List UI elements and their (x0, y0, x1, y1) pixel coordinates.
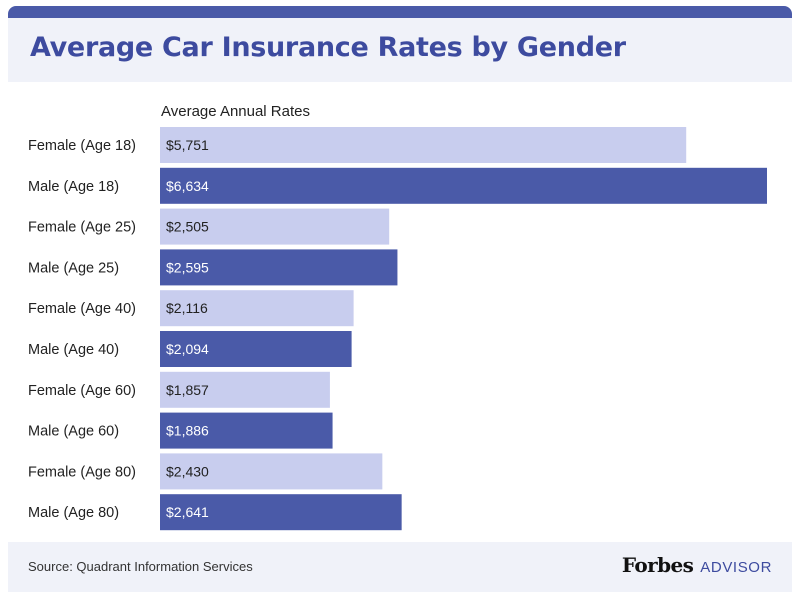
source-note: Source: Quadrant Information Services (28, 559, 253, 574)
brand-sub: ADVISOR (700, 559, 772, 576)
value-label: $2,430 (166, 463, 209, 479)
footer-panel (8, 542, 792, 592)
value-label: $2,094 (166, 341, 209, 357)
header-panel (8, 18, 792, 82)
bar-female (160, 453, 383, 490)
category-label: Female (Age 25) (28, 220, 136, 236)
forbes-advisor-logo: Forbes ADVISOR (622, 553, 772, 577)
category-label: Male (Age 80) (28, 505, 119, 521)
bar-male (160, 167, 767, 204)
value-label: $2,116 (166, 300, 208, 316)
category-label: Female (Age 60) (28, 383, 136, 399)
bar-male (160, 331, 352, 367)
value-label: $6,634 (166, 178, 209, 194)
category-label: Male (Age 40) (28, 342, 119, 358)
bar-female (160, 208, 390, 245)
bar-male (160, 412, 333, 449)
chart-title: Average Car Insurance Rates by Gender (30, 32, 626, 63)
value-label: $5,751 (166, 137, 209, 153)
brand-name: Forbes (621, 553, 694, 577)
bar-female (160, 290, 354, 327)
value-label: $2,641 (166, 504, 209, 520)
category-label: Female (Age 18) (28, 138, 136, 154)
category-label: Female (Age 40) (28, 301, 136, 317)
series-label: Average Annual Rates (161, 103, 310, 120)
bar-male (160, 249, 398, 286)
value-label: $2,595 (166, 259, 209, 275)
top-accent-bar (8, 6, 792, 18)
value-label: $1,857 (166, 382, 209, 398)
category-label: Female (Age 80) (28, 464, 136, 480)
category-label: Male (Age 60) (28, 424, 119, 440)
category-label: Male (Age 25) (28, 260, 119, 276)
category-label: Male (Age 18) (28, 179, 119, 195)
bar-female (160, 371, 330, 408)
bar-female (160, 127, 687, 163)
bar-male (160, 494, 402, 531)
value-label: $1,886 (166, 423, 209, 439)
value-label: $2,505 (166, 219, 209, 235)
